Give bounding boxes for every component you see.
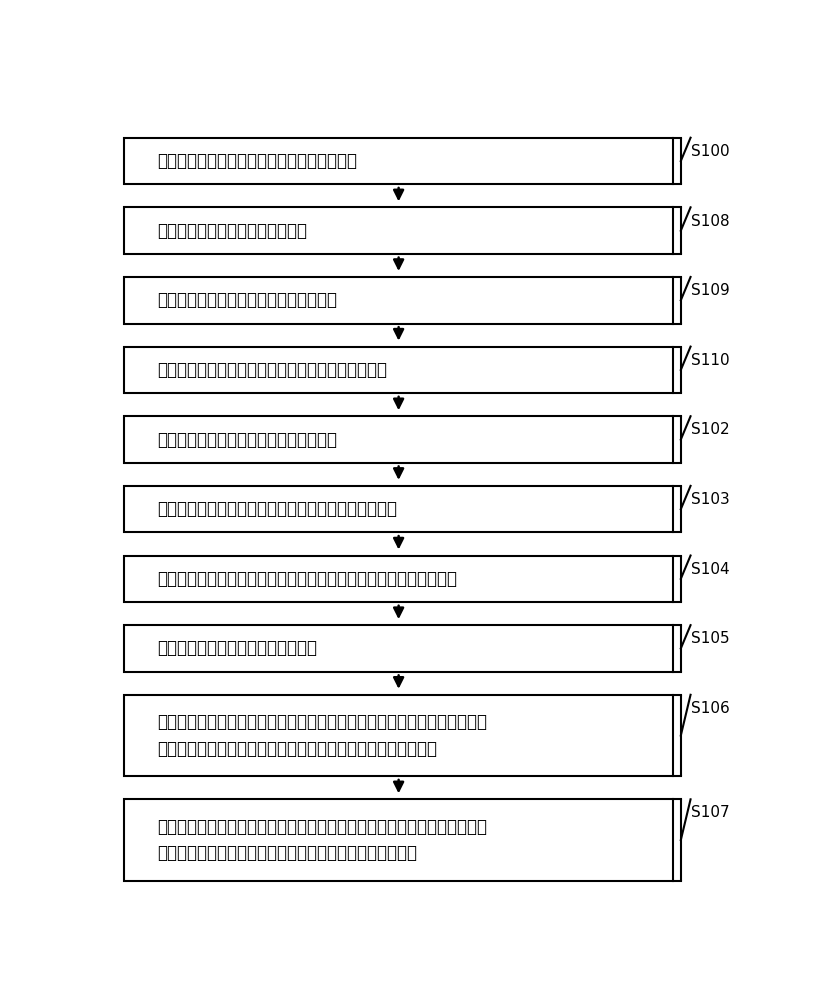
Text: S109: S109 bbox=[691, 283, 729, 298]
Bar bbox=[124, 207, 673, 254]
Text: S108: S108 bbox=[691, 214, 729, 229]
Bar bbox=[124, 416, 673, 463]
Text: 接收会议主持人返回的会议纪要终稿: 接收会议主持人返回的会议纪要终稿 bbox=[157, 639, 317, 657]
Bar bbox=[124, 486, 673, 532]
Text: 根据会议的音频数据获取文本格式的会议记录: 根据会议的音频数据获取文本格式的会议记录 bbox=[157, 152, 357, 170]
Text: S106: S106 bbox=[691, 701, 729, 716]
Text: 向会议主持人发送所有与会人员返回的带有修订标记的会议纪要初稿: 向会议主持人发送所有与会人员返回的带有修订标记的会议纪要初稿 bbox=[157, 570, 457, 588]
Text: S105: S105 bbox=[691, 631, 729, 646]
Bar bbox=[124, 625, 673, 672]
Text: S103: S103 bbox=[691, 492, 729, 507]
Bar bbox=[124, 556, 673, 602]
Text: 根据修改后的会议记录获取文本格式的会议纪要初稿: 根据修改后的会议记录获取文本格式的会议纪要初稿 bbox=[157, 361, 386, 379]
Text: S110: S110 bbox=[691, 353, 729, 368]
Bar bbox=[124, 799, 673, 881]
Text: 在查询者查询会议的情况下，根据查询者的权限等级对关联存储的文件进行
分割，并且向查询者发送符合查询者自身的权限等级的文件: 在查询者查询会议的情况下，根据查询者的权限等级对关联存储的文件进行 分割，并且向… bbox=[157, 818, 487, 862]
Text: S102: S102 bbox=[691, 422, 729, 437]
Bar bbox=[124, 138, 673, 184]
Text: 接收会议记录人返回的修改后的会议记录: 接收会议记录人返回的修改后的会议记录 bbox=[157, 291, 337, 309]
Text: S107: S107 bbox=[691, 805, 729, 820]
Text: S100: S100 bbox=[691, 144, 729, 159]
Bar bbox=[124, 347, 673, 393]
Text: 发布音频数据、会议记录以及会议纪要终稿，并且对音频数据、会议记录、
带有修订标记的会议纪要初稿、以及会议纪要终稿进行关联存储: 发布音频数据、会议记录以及会议纪要终稿，并且对音频数据、会议记录、 带有修订标记… bbox=[157, 713, 487, 758]
Text: S104: S104 bbox=[691, 562, 729, 577]
Text: 向会议的会议记录人发送会议记录: 向会议的会议记录人发送会议记录 bbox=[157, 222, 307, 240]
Text: 向会议的所有与会人员发送会议纪要初稿: 向会议的所有与会人员发送会议纪要初稿 bbox=[157, 431, 337, 449]
Bar bbox=[124, 695, 673, 776]
Bar bbox=[124, 277, 673, 324]
Text: 接收所有与会人员返回的带有修订标记的会议纪要初稿: 接收所有与会人员返回的带有修订标记的会议纪要初稿 bbox=[157, 500, 396, 518]
